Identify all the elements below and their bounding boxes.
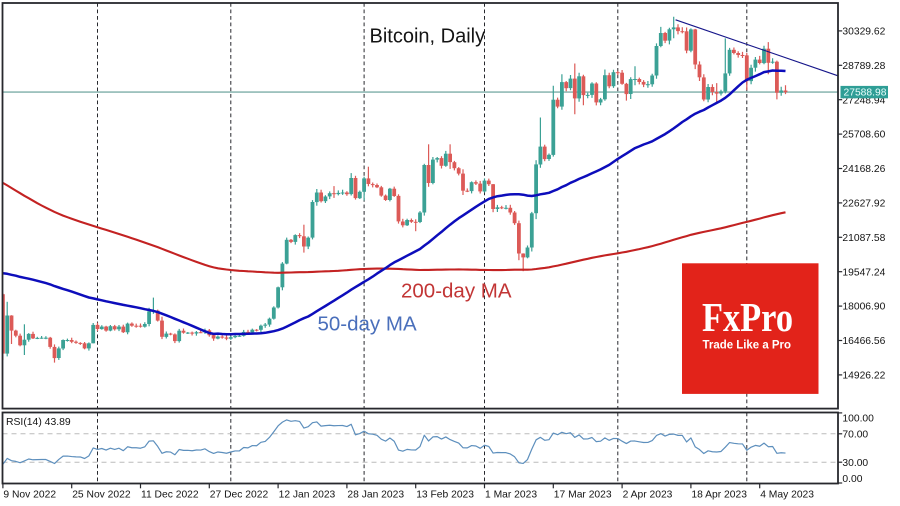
svg-text:21087.58: 21087.58 [842,233,885,244]
svg-text:12 Jan 2023: 12 Jan 2023 [279,490,336,501]
svg-text:70.00: 70.00 [842,429,868,440]
svg-text:2 Apr 2023: 2 Apr 2023 [623,490,673,501]
svg-text:100.00: 100.00 [842,413,874,424]
svg-text:30329.62: 30329.62 [842,27,885,38]
svg-text:11 Dec 2022: 11 Dec 2022 [141,490,199,501]
svg-text:30.00: 30.00 [842,458,868,469]
svg-text:18 Apr 2023: 18 Apr 2023 [691,490,747,501]
svg-text:200-day MA: 200-day MA [401,280,512,303]
svg-text:17 Mar 2023: 17 Mar 2023 [554,490,612,501]
svg-text:1 Mar 2023: 1 Mar 2023 [485,490,537,501]
svg-text:14926.22: 14926.22 [842,371,885,382]
svg-text:4 May 2023: 4 May 2023 [760,490,814,501]
svg-text:FxPro: FxPro [702,294,793,340]
svg-text:22627.92: 22627.92 [842,199,885,210]
svg-text:28789.28: 28789.28 [842,61,885,72]
svg-text:25708.60: 25708.60 [842,130,885,141]
svg-text:18006.90: 18006.90 [842,302,885,313]
svg-text:0.00: 0.00 [842,474,862,485]
svg-text:27588.98: 27588.98 [844,88,887,99]
svg-text:RSI(14) 43.89: RSI(14) 43.89 [6,417,71,428]
svg-text:13 Feb 2023: 13 Feb 2023 [416,490,474,501]
svg-text:Trade Like a Pro: Trade Like a Pro [703,339,792,352]
svg-text:25 Nov 2022: 25 Nov 2022 [72,490,131,501]
svg-text:16466.56: 16466.56 [842,336,885,347]
svg-text:27 Dec 2022: 27 Dec 2022 [210,490,269,501]
svg-text:9 Nov 2022: 9 Nov 2022 [3,490,56,501]
svg-text:19547.24: 19547.24 [842,267,885,278]
svg-text:50-day MA: 50-day MA [318,313,417,336]
svg-text:Bitcoin, Daily: Bitcoin, Daily [370,26,486,48]
svg-text:24168.26: 24168.26 [842,164,885,175]
svg-text:27248.94: 27248.94 [842,95,885,106]
svg-text:28 Jan 2023: 28 Jan 2023 [347,490,404,501]
